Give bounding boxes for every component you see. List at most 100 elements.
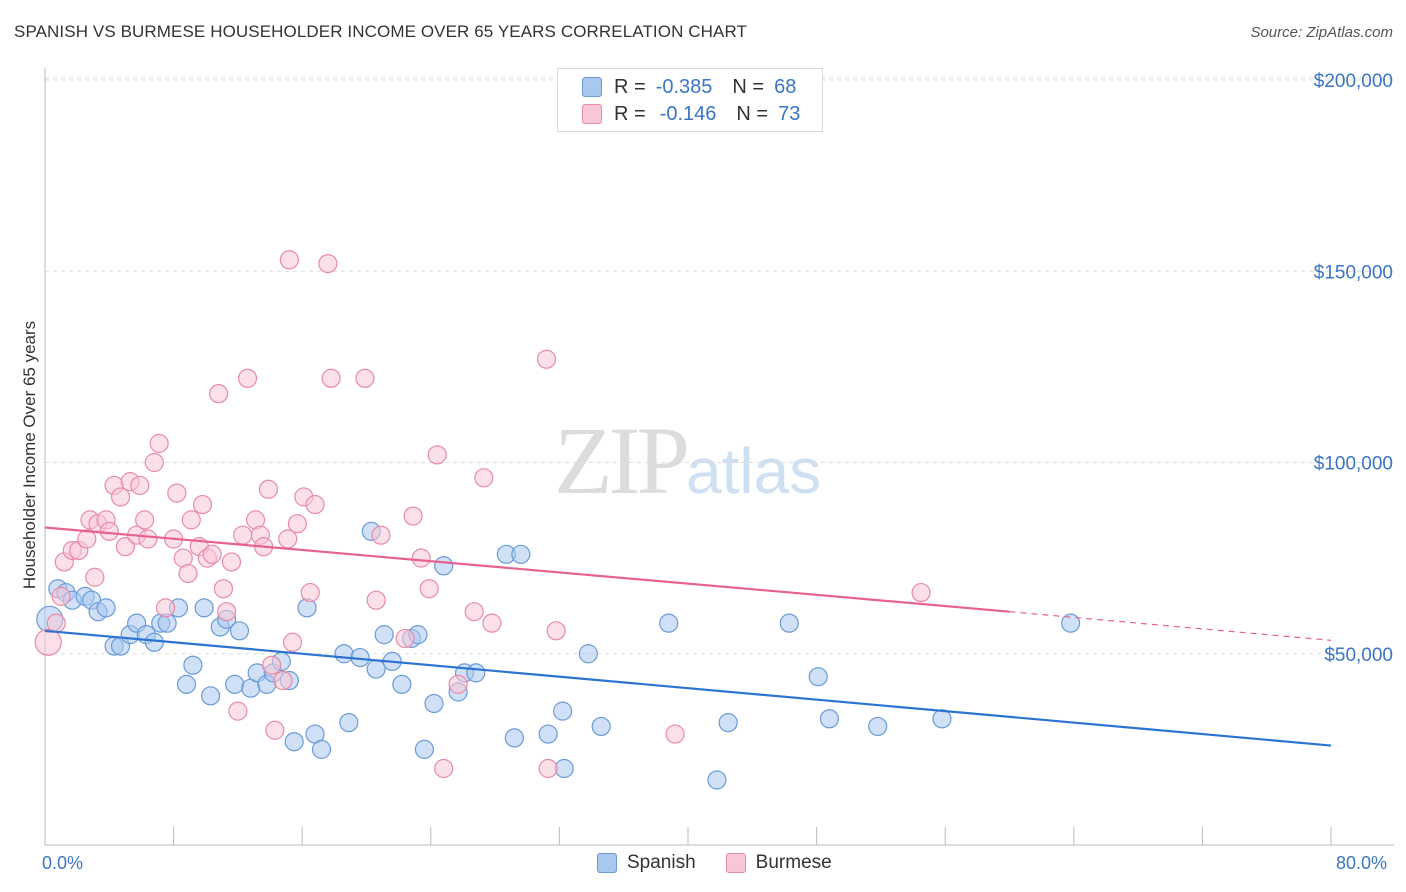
burmese-point (144, 452, 164, 473)
burmese-point (202, 544, 222, 564)
burmese-trend-line (44, 526, 1010, 613)
burmese-point (403, 506, 423, 526)
spanish-point (591, 716, 611, 737)
legend-item-burmese[interactable]: Burmese (725, 852, 832, 874)
series-legend: Spanish Burmese (597, 852, 862, 874)
spanish-point (1060, 613, 1081, 633)
burmese-point (355, 368, 375, 388)
burmese-point (419, 579, 439, 599)
spanish-point (466, 663, 486, 683)
spanish-point (392, 674, 412, 694)
legend-label-burmese: Burmese (755, 852, 832, 873)
burmese-point (85, 567, 105, 587)
watermark: ZIPatlas (554, 405, 821, 516)
burmese-point (237, 368, 258, 388)
spanish-point (659, 613, 679, 633)
spanish-point (339, 712, 359, 733)
gridlines (45, 77, 1394, 655)
spanish-point (707, 770, 727, 790)
burmese-point (911, 582, 931, 603)
spanish-point (284, 732, 304, 752)
burmese-point (110, 487, 131, 507)
legend-item-spanish[interactable]: Spanish (597, 852, 696, 874)
spanish-point (176, 674, 197, 694)
burmese-point (167, 483, 187, 503)
spanish-point (366, 659, 386, 679)
burmese-point (99, 521, 119, 541)
x-tick-label-min: 0.0% (42, 853, 84, 873)
burmese-trend-extension (1009, 611, 1332, 641)
burmese-point (178, 563, 198, 584)
y-tick-label: $50,000 (1324, 645, 1393, 666)
spanish-point (538, 724, 558, 744)
spanish-point (511, 544, 531, 564)
burmese-point (77, 529, 97, 549)
burmese-point (262, 655, 282, 675)
burmese-point (321, 368, 341, 388)
burmese-point (305, 494, 325, 515)
burmese-point (149, 433, 169, 453)
spanish-point (718, 712, 738, 733)
burmese-point (366, 590, 386, 610)
burmese-point (474, 468, 494, 488)
burmese-point (155, 598, 176, 618)
spanish-point (868, 716, 888, 737)
spanish-point (553, 701, 573, 721)
burmese-point (265, 720, 285, 740)
burmese-point (135, 510, 155, 530)
burmese-point (371, 525, 391, 545)
legend-swatch-spanish (597, 853, 617, 873)
y-tick-label: $200,000 (1314, 71, 1393, 92)
burmese-point (34, 628, 62, 656)
burmese-point (395, 628, 415, 649)
legend-row-spanish: R = -0.385 N = 68 (582, 75, 796, 99)
burmese-point (181, 510, 201, 530)
spanish-point (194, 598, 214, 618)
burmese-point (46, 613, 66, 633)
burmese-point (411, 548, 431, 568)
burmese-point (464, 602, 484, 622)
burmese-point (209, 384, 229, 404)
legend-swatch-burmese (725, 853, 746, 873)
y-tick-label: $100,000 (1314, 454, 1393, 475)
legend-r-label: R = (614, 102, 646, 125)
burmese-point (221, 552, 242, 572)
spanish-point (183, 655, 203, 675)
burmese-point (233, 525, 253, 545)
spanish-point (200, 686, 221, 706)
spanish-point (225, 674, 245, 694)
spanish-point (311, 739, 332, 759)
watermark-atlas: atlas (686, 435, 822, 507)
burmese-point (318, 254, 338, 274)
burmese-point (115, 537, 135, 557)
burmese-point (213, 579, 234, 599)
burmese-point (665, 724, 685, 744)
legend-swatch-burmese (582, 104, 602, 124)
axes (44, 68, 1394, 846)
burmese-point (273, 670, 293, 691)
legend-row-burmese: R = -0.146 N = 73 (582, 102, 800, 126)
spanish-point (229, 621, 250, 641)
burmese-point (536, 349, 557, 369)
source-label: Source: ZipAtlas.com (1250, 24, 1393, 41)
burmese-point (130, 475, 150, 496)
burmese-point (258, 479, 279, 499)
spanish-point (414, 739, 434, 759)
burmese-point (287, 514, 307, 534)
chart-title: SPANISH VS BURMESE HOUSEHOLDER INCOME OV… (14, 22, 748, 41)
spanish-trend-line (44, 629, 1332, 747)
spanish-point (374, 625, 394, 645)
burmese-point (448, 674, 468, 694)
burmese-point (278, 529, 298, 549)
spanish-point (144, 632, 164, 652)
y-tick-label: $150,000 (1314, 262, 1393, 283)
burmese-point (192, 494, 213, 515)
spanish-point (819, 709, 840, 729)
burmese-point (217, 602, 237, 622)
spanish-point (578, 644, 598, 664)
burmese-point (482, 613, 502, 633)
burmese-point (427, 445, 447, 465)
spanish-point (808, 667, 828, 687)
legend-r-value: -0.385 (655, 75, 713, 98)
